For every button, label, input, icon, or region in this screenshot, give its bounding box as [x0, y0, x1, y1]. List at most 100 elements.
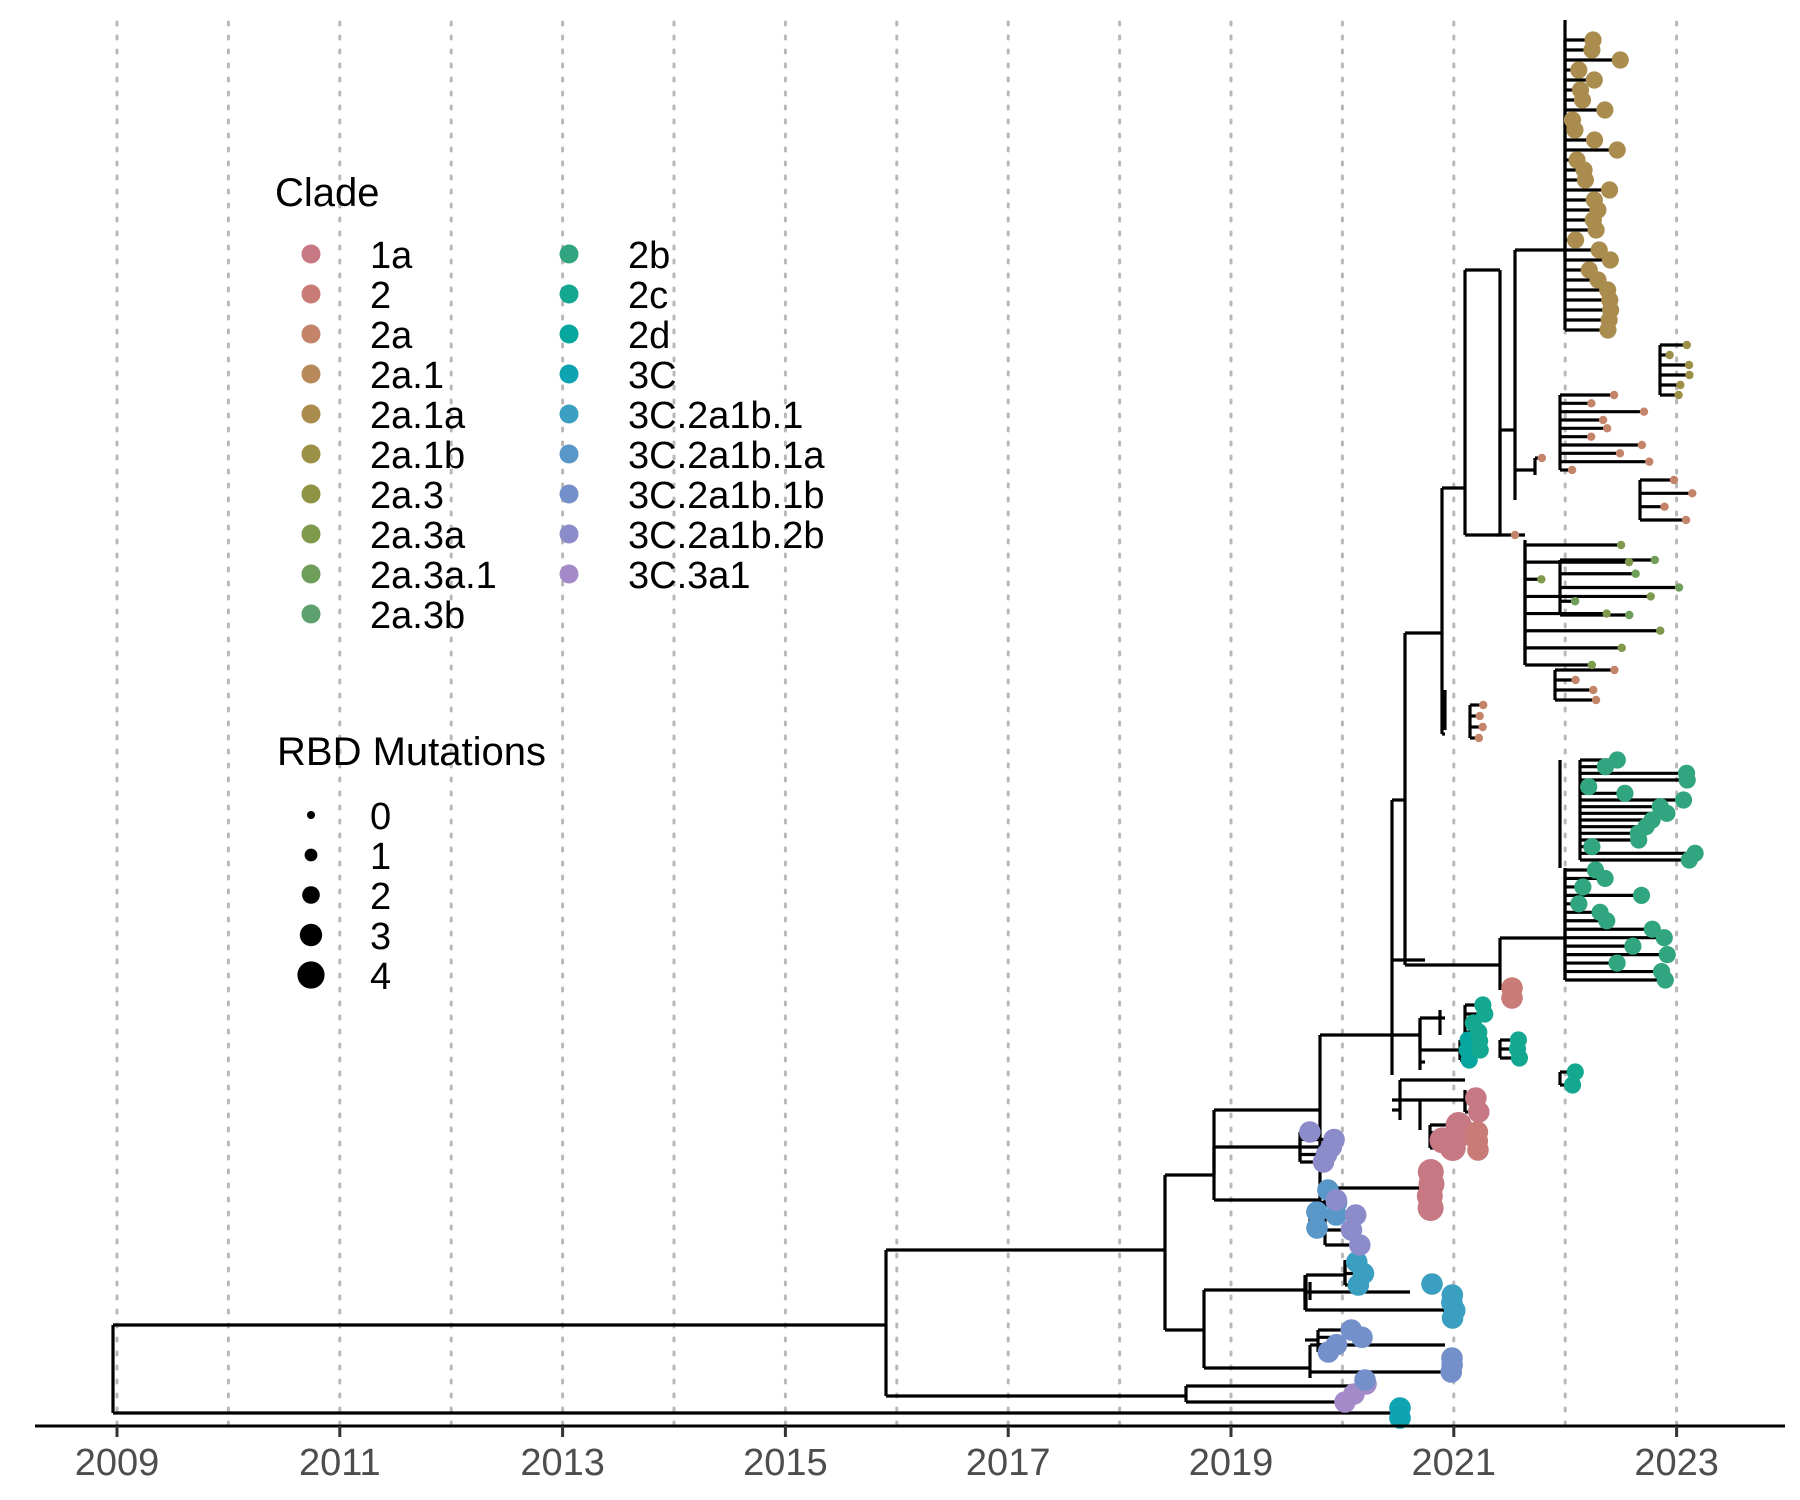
tip-point-72 — [1655, 929, 1673, 947]
legend-clade-key-7 — [301, 524, 321, 544]
legend-rbd-key-3 — [299, 923, 323, 947]
legend-clade-key-16 — [559, 484, 579, 504]
tip-point-16 — [1441, 1307, 1464, 1329]
tip-point-84 — [1674, 791, 1693, 809]
legend-clade-label-17: 3C.2a1b.2b — [628, 515, 825, 557]
tip-point-138 — [1590, 241, 1608, 259]
tip-point-68 — [1570, 895, 1588, 913]
tip-point-116 — [1510, 530, 1520, 540]
legend-clade-key-0 — [301, 244, 321, 264]
legend-rbd-key-4 — [297, 961, 325, 989]
tip-point-1 — [1389, 1407, 1411, 1429]
tip-point-160 — [1685, 370, 1694, 380]
tip-point-102 — [1650, 555, 1660, 565]
tip-point-162 — [1674, 390, 1683, 400]
tip-point-121 — [1585, 71, 1603, 89]
tip-point-109 — [1478, 722, 1487, 732]
tip-point-82 — [1580, 778, 1598, 796]
legend-rbd-title: RBD Mutations — [277, 730, 546, 774]
grid-lines — [115, 20, 1679, 1426]
legend-clade-label-16: 3C.2a1b.1b — [628, 475, 825, 517]
legend-clade-label-1: 2 — [370, 275, 391, 317]
tip-point-8 — [1440, 1361, 1463, 1383]
legend-rbd-label-4: 4 — [370, 956, 391, 998]
tip-point-47 — [1439, 1135, 1466, 1161]
tip-point-114 — [1591, 695, 1601, 705]
legend-clade-key-18 — [559, 564, 579, 584]
tip-point-17 — [1421, 1273, 1443, 1295]
legend-clade-key-1 — [301, 284, 321, 304]
tip-point-152 — [1587, 432, 1596, 441]
legend-clade-key-6 — [301, 484, 321, 504]
legend-rbd-label-2: 2 — [370, 876, 391, 918]
legend-clade-key-9 — [301, 604, 321, 624]
legend-clade-key-8 — [301, 564, 321, 584]
tip-point-20 — [1347, 1274, 1370, 1296]
tip-point-59 — [1510, 1049, 1529, 1067]
tip-point-105 — [1570, 597, 1580, 606]
tip-point-41 — [1460, 1051, 1478, 1069]
tip-point-136 — [1587, 221, 1605, 239]
tip-point-149 — [1639, 407, 1649, 416]
tip-point-113 — [1589, 685, 1598, 695]
tip-point-24 — [1306, 1201, 1328, 1223]
tip-point-81 — [1678, 771, 1696, 789]
legend-clade-label-0: 1a — [370, 235, 413, 277]
legend-rbd-key-1 — [304, 848, 318, 862]
legend-clade-key-12 — [559, 324, 579, 344]
tip-points — [1299, 31, 1704, 1429]
legend-clade-key-5 — [301, 444, 321, 464]
legend-clade-key-15 — [559, 444, 579, 464]
tip-point-111 — [1610, 665, 1619, 675]
legend-clade-key-4 — [301, 404, 321, 424]
legend-clade-label-4: 2a.1a — [370, 395, 466, 437]
tip-point-165 — [1660, 502, 1669, 511]
tip-point-75 — [1608, 954, 1626, 972]
tip-point-106 — [1625, 610, 1634, 620]
tip-point-118 — [1583, 41, 1601, 59]
legend-rbd-label-3: 3 — [370, 916, 391, 958]
tip-point-161 — [1676, 380, 1685, 390]
legend-clade-label-7: 2a.3a — [370, 515, 466, 557]
tip-point-96 — [1537, 575, 1546, 584]
tip-point-115 — [1537, 453, 1547, 463]
legend-clade-key-11 — [559, 284, 579, 304]
tip-point-137 — [1566, 231, 1585, 249]
tip-point-60 — [1566, 1063, 1584, 1081]
tip-point-157 — [1682, 340, 1692, 350]
tip-point-50 — [1467, 1139, 1489, 1161]
tip-point-12 — [1317, 1341, 1340, 1363]
legend-rbd-label-0: 0 — [370, 796, 391, 838]
tip-point-132 — [1600, 181, 1619, 199]
legend-clade-key-17 — [559, 524, 579, 544]
tip-point-90 — [1630, 831, 1648, 849]
tip-point-67 — [1632, 886, 1651, 904]
tip-point-83 — [1616, 784, 1634, 802]
x-tick-label-2011: 2011 — [299, 1442, 381, 1484]
x-tick-label-2021: 2021 — [1412, 1442, 1497, 1484]
legend-clade-label-3: 2a.1 — [370, 355, 444, 397]
tip-point-65 — [1596, 869, 1614, 888]
tip-point-31 — [1325, 1189, 1348, 1211]
legend: Clade RBD Mutations 1a22a2a.12a.1a2a.1b2… — [275, 171, 825, 998]
legend-clade-label-18: 3C.3a1 — [628, 555, 751, 597]
tip-point-101 — [1587, 660, 1597, 670]
tip-point-147 — [1609, 390, 1619, 400]
tip-point-150 — [1598, 415, 1608, 425]
tip-point-123 — [1573, 91, 1592, 109]
tip-point-153 — [1637, 440, 1647, 450]
legend-clade-key-14 — [559, 404, 579, 424]
tip-point-97 — [1646, 592, 1655, 601]
x-tick-label-2015: 2015 — [743, 1442, 828, 1484]
tip-point-70 — [1598, 912, 1616, 930]
legend-rbd-key-0 — [307, 811, 315, 819]
tip-point-86 — [1658, 804, 1676, 822]
tip-point-166 — [1681, 515, 1691, 525]
tip-point-5 — [1354, 1369, 1376, 1391]
legend-clade-key-3 — [301, 364, 321, 384]
tip-point-131 — [1576, 171, 1594, 189]
legend-clade-label-11: 2c — [628, 275, 668, 317]
legend-clade-label-14: 3C.2a1b.1 — [628, 395, 803, 437]
tip-point-95 — [1624, 557, 1634, 567]
legend-clade-label-2: 2a — [370, 315, 413, 357]
